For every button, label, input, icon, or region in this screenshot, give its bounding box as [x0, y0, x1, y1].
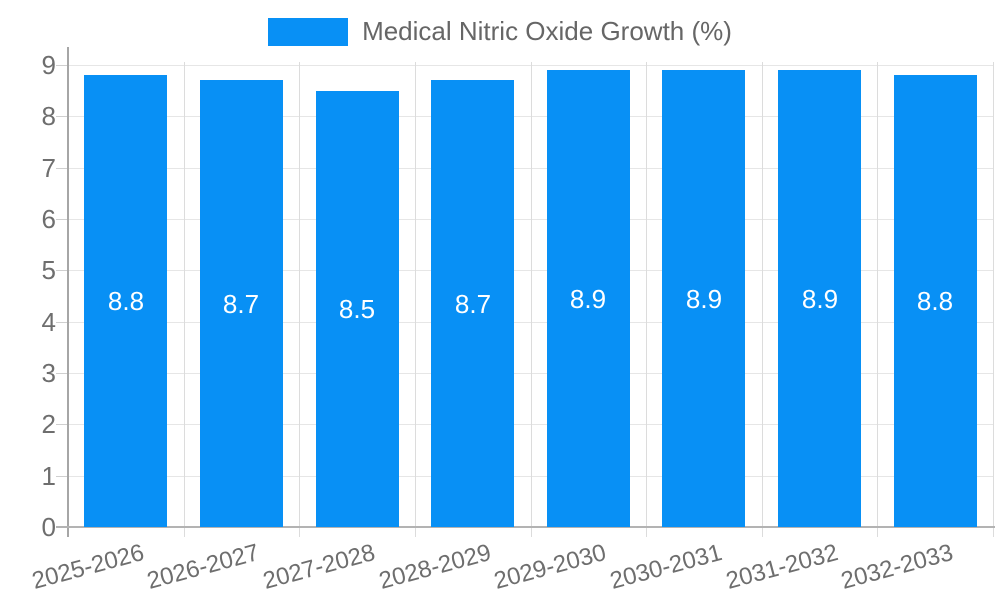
x-gridline — [299, 62, 300, 537]
y-gridline — [68, 270, 993, 271]
y-tick-label: 1 — [41, 461, 56, 491]
y-tick-label: 7 — [41, 153, 56, 183]
bar — [778, 70, 861, 527]
x-gridline — [415, 62, 416, 537]
y-gridline — [68, 424, 993, 425]
bar-value-label: 8.8 — [107, 286, 145, 316]
y-gridline — [68, 168, 993, 169]
x-gridline — [877, 62, 878, 537]
chart-legend[interactable]: Medical Nitric Oxide Growth (%) — [0, 16, 1000, 47]
bar — [431, 80, 514, 527]
x-gridline — [531, 62, 532, 537]
y-gridline — [68, 65, 993, 66]
legend-swatch — [268, 17, 349, 46]
y-tick-mark — [56, 476, 68, 477]
y-tick-mark — [56, 219, 68, 220]
bar — [547, 70, 630, 527]
y-tick-mark — [56, 270, 68, 271]
bar — [662, 70, 745, 527]
y-tick-mark — [56, 373, 68, 374]
y-tick-mark — [56, 424, 68, 425]
y-tick-mark — [56, 168, 68, 169]
bar — [894, 75, 977, 527]
bar-value-label: 8.8 — [916, 286, 954, 316]
bar — [84, 75, 167, 527]
y-tick-mark — [56, 322, 68, 323]
bar-value-label: 8.9 — [801, 284, 839, 314]
y-tick-label: 4 — [41, 307, 56, 337]
y-tick-label: 8 — [41, 101, 56, 131]
x-gridline — [646, 62, 647, 537]
y-tick-label: 5 — [41, 255, 56, 285]
bar-value-label: 8.7 — [222, 289, 260, 319]
y-tick-label: 0 — [41, 512, 56, 542]
y-tick-label: 2 — [41, 409, 56, 439]
y-gridline — [68, 373, 993, 374]
bar-value-label: 8.9 — [569, 284, 607, 314]
y-tick-label: 3 — [41, 358, 56, 388]
y-tick-label: 6 — [41, 204, 56, 234]
y-gridline — [68, 322, 993, 323]
legend-label: Medical Nitric Oxide Growth (%) — [362, 16, 732, 46]
y-gridline — [68, 116, 993, 117]
x-gridline — [762, 62, 763, 537]
y-gridline — [68, 219, 993, 220]
x-gridline — [184, 62, 185, 537]
y-axis-line — [67, 47, 69, 537]
x-axis-line — [56, 526, 995, 528]
y-tick-mark — [56, 65, 68, 66]
y-tick-label: 9 — [41, 50, 56, 80]
x-gridline — [993, 62, 994, 537]
bar-value-label: 8.9 — [685, 284, 723, 314]
bar-value-label: 8.7 — [454, 289, 492, 319]
bar — [200, 80, 283, 527]
y-tick-mark — [56, 116, 68, 117]
bar-value-label: 8.5 — [338, 294, 376, 324]
bar — [316, 91, 399, 527]
y-gridline — [68, 476, 993, 477]
